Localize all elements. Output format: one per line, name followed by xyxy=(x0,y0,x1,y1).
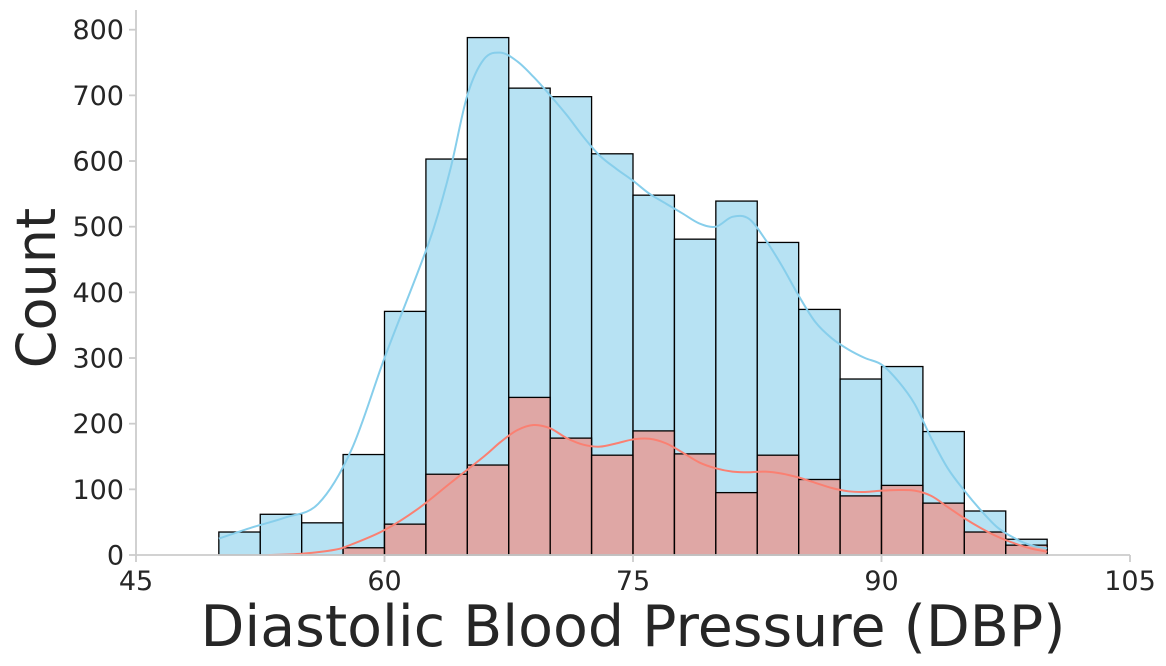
x-axis-ticks: 45 60 75 90 105 xyxy=(119,555,1156,597)
series-1-bar xyxy=(342,453,386,556)
y-tick-label: 700 xyxy=(72,81,124,112)
series-2-bar xyxy=(342,547,386,556)
y-axis-title: Count xyxy=(5,208,68,368)
series-2-bar xyxy=(508,396,551,556)
series-2-bar xyxy=(715,491,758,556)
series-2-bar xyxy=(383,523,427,556)
y-tick-label: 400 xyxy=(72,278,124,309)
x-tick-label: 105 xyxy=(1104,566,1156,597)
series-2-bar xyxy=(922,502,965,556)
x-tick-label: 45 xyxy=(119,566,153,597)
series-2-bar xyxy=(549,437,593,556)
series-2-bar xyxy=(798,478,841,556)
series-2-bar xyxy=(880,484,924,556)
series-2-bar xyxy=(963,531,1007,556)
x-tick-label: 75 xyxy=(616,566,650,597)
series-2-bar xyxy=(673,453,717,556)
series-2-bar xyxy=(632,430,676,556)
x-tick-label: 90 xyxy=(864,566,898,597)
x-axis-title: Diastolic Blood Pressure (DBP) xyxy=(200,594,1065,660)
series-2-kde-line xyxy=(268,423,1048,556)
series-2-bar xyxy=(756,454,800,556)
series-2-bar xyxy=(466,464,510,556)
y-axis-ticks: 0 100 200 300 400 500 600 700 800 xyxy=(72,15,136,572)
series-1-kde-line xyxy=(218,51,1048,550)
y-tick-label: 300 xyxy=(72,344,124,375)
y-tick-label: 800 xyxy=(72,15,124,46)
y-tick-label: 200 xyxy=(72,409,124,440)
series-2-bars xyxy=(342,396,1048,556)
series-2-bar xyxy=(839,495,883,556)
y-tick-label: 600 xyxy=(72,147,124,178)
x-tick-label: 60 xyxy=(367,566,401,597)
series-1-bar xyxy=(259,513,303,556)
y-tick-label: 500 xyxy=(72,212,124,243)
y-tick-label: 100 xyxy=(72,475,124,506)
series-2-bar xyxy=(590,454,634,556)
y-tick-label: 0 xyxy=(107,541,124,572)
